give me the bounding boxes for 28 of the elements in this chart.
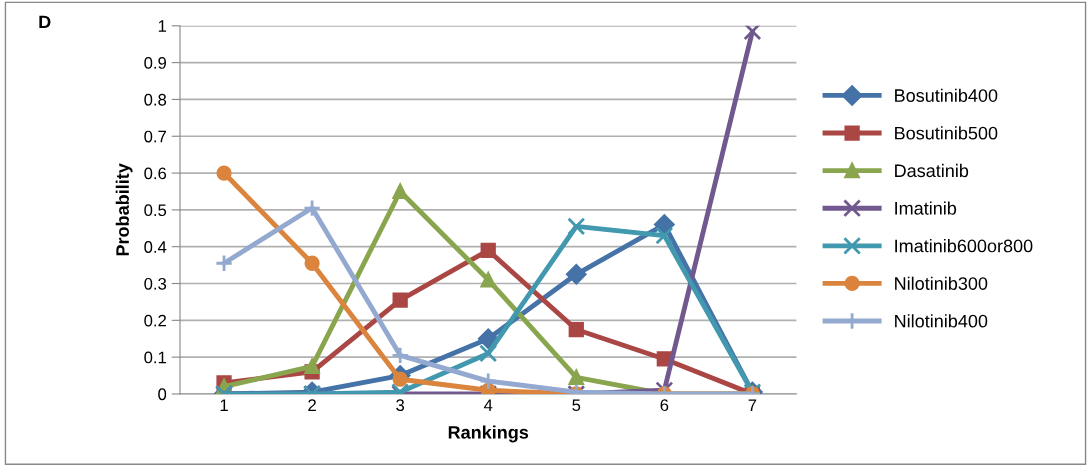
y-tick-label: 0.3 [144,277,167,290]
y-tick-label: 0.2 [144,314,166,327]
x-tick-label: 7 [748,399,757,411]
y-tick-label: 0.4 [144,241,167,253]
y-tick-label: 0.1 [144,351,167,364]
x-tick-label: 1 [220,399,228,411]
legend-label: Nilotinib300 [895,276,988,290]
y-tick-label: 0.9 [144,57,167,69]
x-axis-title: Rankings [448,425,529,443]
chart-title: D [39,15,51,29]
x-tick-label: 5 [572,399,581,412]
legend-label: Bosutinib400 [895,88,998,102]
legend-label: Nilotinib400 [895,314,988,328]
x-tick-label: 2 [308,399,316,411]
y-tick-label: 1 [158,20,167,32]
x-tick-label: 6 [660,399,669,412]
legend-label: Bosutinib500 [895,126,998,140]
y-tick-label: 0 [158,388,167,401]
legend-label: Imatinib [895,201,957,215]
x-tick-label: 3 [396,399,405,412]
y-tick-label: 0.8 [144,93,167,106]
y-tick-label: 0.6 [144,167,167,180]
x-tick-label: 4 [483,399,493,411]
legend-label: Imatinib600or800 [895,239,1033,253]
y-axis-title: Probability [115,163,133,256]
y-tick-label: 0.7 [144,130,166,143]
y-tick-label: 0.5 [144,204,167,217]
legend-label: Dasatinib [895,163,969,178]
